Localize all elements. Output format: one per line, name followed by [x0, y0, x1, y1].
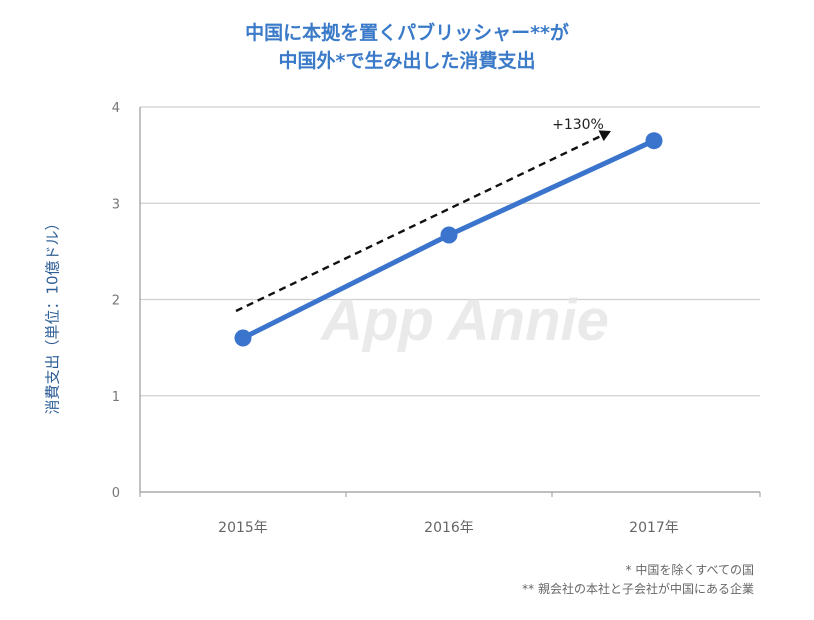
trend-arrow: +130% — [235, 117, 611, 313]
x-tick-label: 2017年 — [629, 520, 679, 536]
gridlines — [140, 106, 760, 397]
axes — [139, 107, 761, 497]
x-tick-label: 2015年 — [218, 520, 268, 536]
trend-arrow-line — [235, 133, 604, 313]
y-tick-label: 3 — [112, 197, 120, 212]
trend-arrow-head — [598, 130, 611, 142]
x-tick-label: 2016年 — [424, 520, 474, 536]
chart-title-line2: 中国外*で生み出した消費支出 — [278, 50, 536, 72]
footnote-2: ** 親会社の本社と子会社が中国にある企業 — [522, 582, 754, 596]
y-tick-label: 4 — [112, 101, 120, 116]
y-tick-label: 0 — [112, 486, 120, 501]
y-tick-label: 1 — [112, 390, 120, 405]
series — [234, 132, 663, 347]
y-tick-label: 2 — [112, 294, 120, 309]
data-point — [645, 132, 663, 150]
trend-annotation: +130% — [552, 117, 604, 133]
chart-title-line1: 中国に本拠を置くパブリッシャー**が — [245, 22, 569, 44]
data-point — [440, 226, 458, 244]
footnote-1: * 中国を除くすべての国 — [625, 563, 755, 577]
data-point — [234, 329, 252, 347]
tick-labels: 0 1 2 3 4 2015年 2016年 2017年 — [112, 101, 679, 536]
watermark: App Annie — [319, 288, 609, 353]
